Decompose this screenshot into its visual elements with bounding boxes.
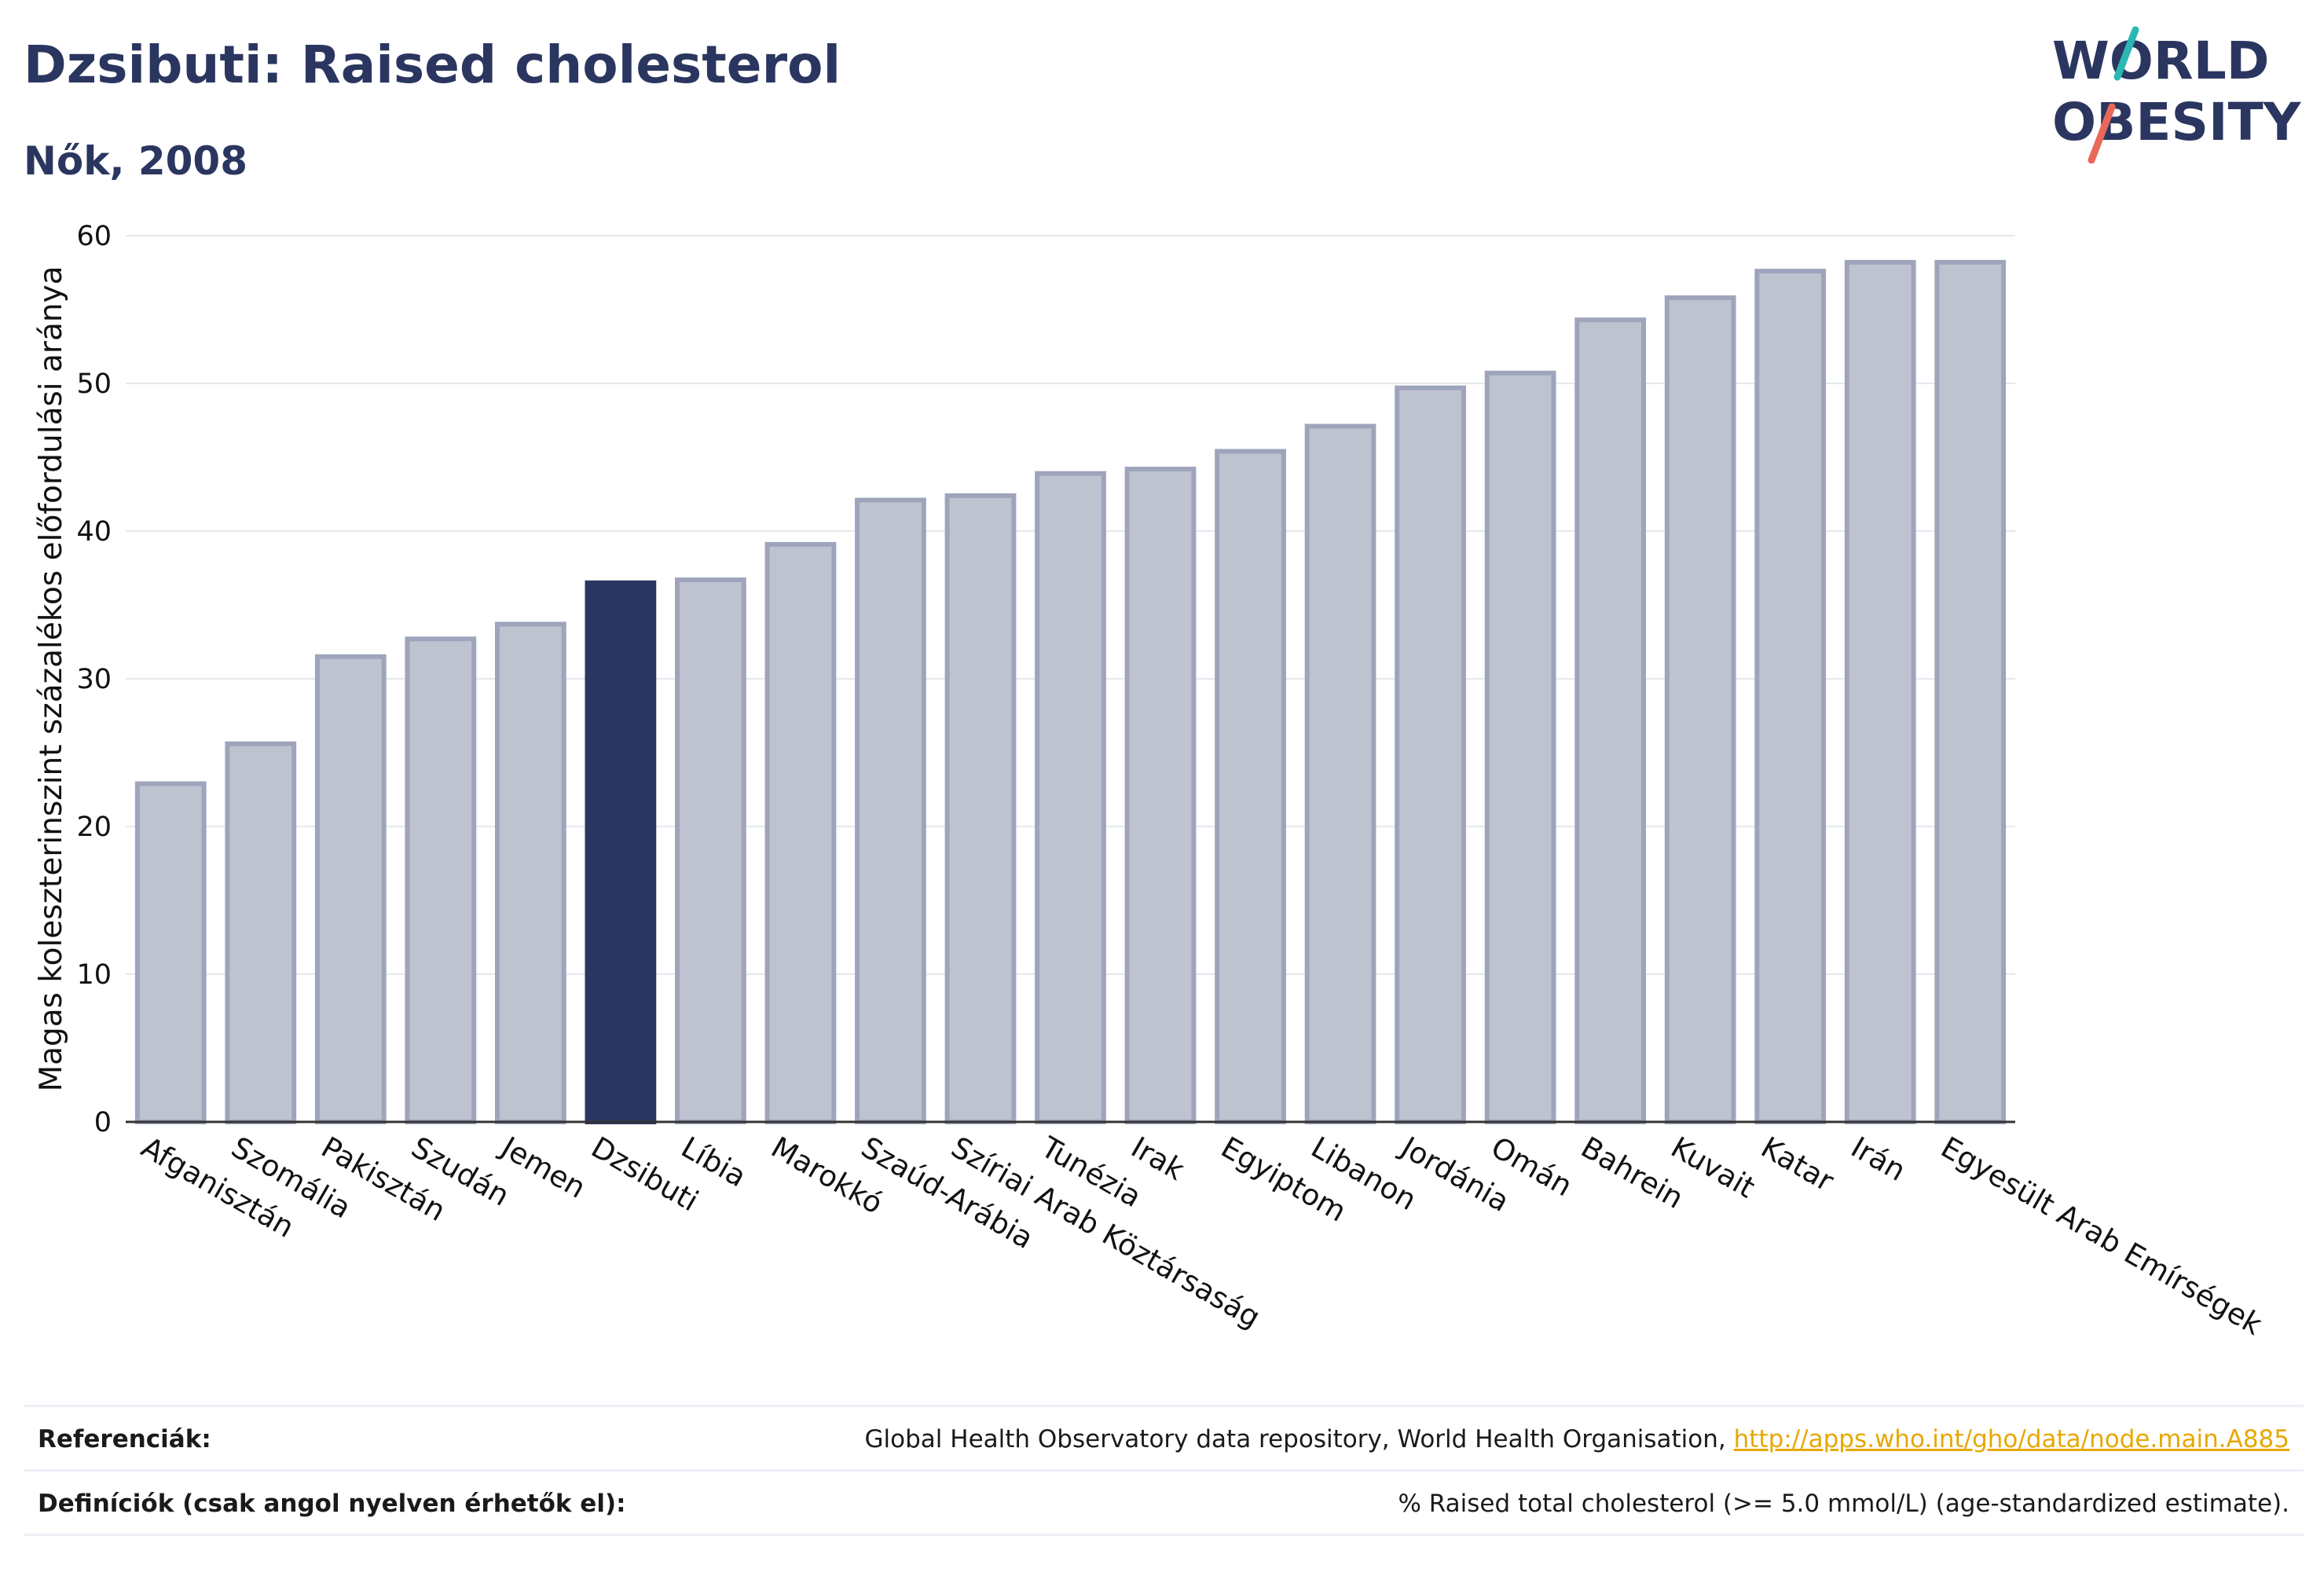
bar	[764, 541, 837, 1124]
bar-chart: 0102030405060AfganisztánSzomáliaPakisztá…	[34, 221, 2268, 1342]
x-tick-label: Irán	[1846, 1131, 1912, 1188]
bar	[1035, 471, 1106, 1124]
bar	[944, 493, 1017, 1124]
definitions-row: Definíciók (csak angol nyelven érhetők e…	[24, 1469, 2304, 1536]
references-label: Referenciák:	[38, 1425, 211, 1453]
bar	[1304, 423, 1376, 1124]
bar	[1754, 269, 1827, 1124]
definitions-text: % Raised total cholesterol (>= 5.0 mmol/…	[1398, 1490, 2289, 1518]
bar	[1844, 259, 1916, 1125]
x-tick-label: Katar	[1755, 1131, 1840, 1199]
bar	[1574, 317, 1647, 1125]
bar	[1215, 449, 1286, 1124]
logo-line1: WORLD	[2052, 31, 2270, 91]
bar	[225, 741, 297, 1124]
references-value: Global Health Observatory data repositor…	[865, 1425, 2304, 1453]
y-tick-label: 0	[94, 1107, 112, 1138]
references-row: Referenciák: Global Health Observatory d…	[24, 1405, 2304, 1472]
bar	[1395, 385, 1466, 1124]
references-link[interactable]: http://apps.who.int/gho/data/node.main.A…	[1733, 1425, 2289, 1453]
bar	[675, 577, 746, 1124]
logo-slash-coral	[2088, 103, 2116, 163]
bar	[855, 497, 926, 1124]
bars	[134, 259, 2007, 1125]
x-tick-label: Bahrein	[1575, 1131, 1689, 1215]
bar-highlight	[585, 580, 657, 1124]
bar	[1124, 467, 1197, 1124]
y-tick-label: 30	[76, 664, 112, 695]
logo-slash-teal	[2113, 26, 2139, 81]
x-tick-label: Egyesült Arab Emírségek	[1935, 1131, 2268, 1342]
y-tick-label: 40	[76, 516, 112, 548]
bar	[1484, 370, 1556, 1124]
bar	[405, 636, 477, 1124]
definitions-label: Definíciók (csak angol nyelven érhetők e…	[38, 1490, 626, 1518]
y-axis-label: Magas koleszterinszint százalékos előfor…	[34, 266, 69, 1091]
bar	[314, 654, 387, 1124]
y-tick-label: 60	[76, 221, 112, 252]
bar	[494, 621, 566, 1124]
chart-subtitle: Nők, 2008	[24, 138, 248, 184]
bar	[1664, 295, 1736, 1125]
bar	[134, 781, 207, 1124]
y-tick-label: 10	[76, 959, 112, 991]
bar	[1934, 259, 2007, 1125]
footer-divider	[24, 1534, 2304, 1536]
y-tick-label: 50	[76, 368, 112, 400]
logo-line2: OBESITY	[2052, 92, 2302, 152]
chart-title: Dzsibuti: Raised cholesterol	[24, 35, 841, 95]
references-text: Global Health Observatory data repositor…	[864, 1425, 1734, 1453]
world-obesity-logo: WORLD OBESITY	[2052, 26, 2302, 163]
y-tick-label: 20	[76, 812, 112, 843]
